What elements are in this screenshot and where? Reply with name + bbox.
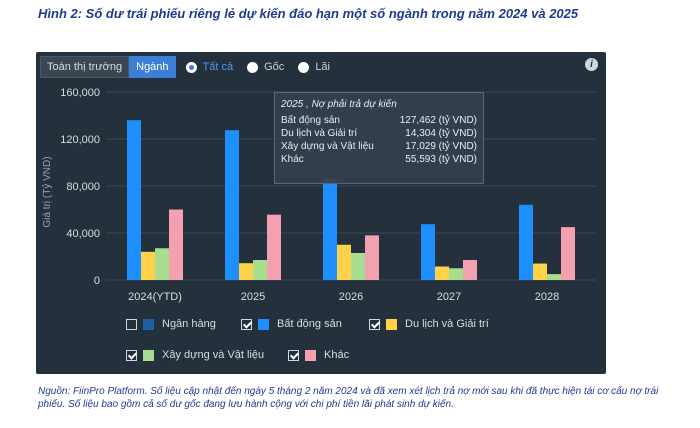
bar-khác [169, 209, 183, 280]
radio-principal-label: Gốc [264, 61, 285, 73]
bar-khác [267, 214, 281, 280]
legend-label: Ngân hàng [162, 318, 216, 330]
y-axis-label: Giá trị (Tỷ VND) [41, 156, 53, 227]
legend-label: Khác [324, 349, 350, 361]
bar-du-lịch-và-giải-trí [141, 251, 155, 280]
y-tick-label: 80,000 [66, 181, 100, 193]
x-tick-label: 2025 [241, 291, 265, 303]
radio-all-label: Tất cả [202, 61, 234, 73]
tooltip-row-value: 127,462 (tỷ VND) [399, 115, 477, 126]
bar-du-lịch-và-giải-trí [337, 244, 351, 280]
chart-panel: Toàn thị trường Ngành Tất cả Gốc Lãi i 0… [36, 52, 606, 374]
bar-bất-động-sản [225, 130, 239, 280]
bar-xây-dựng-và-vật-liệu [449, 268, 463, 280]
checkbox-icon [241, 318, 252, 330]
legend-swatch [386, 318, 397, 330]
radio-principal[interactable]: Gốc [247, 61, 284, 73]
legend-swatch [258, 318, 269, 330]
bar-xây-dựng-và-vật-liệu [155, 248, 169, 280]
tooltip-row-label: Xây dựng và Vật liệu [281, 141, 374, 152]
bar-xây-dựng-và-vật-liệu [253, 259, 267, 280]
tab-market[interactable]: Toàn thị trường [40, 56, 130, 78]
radio-interest-label: Lãi [315, 61, 330, 73]
bar-xây-dựng-và-vật-liệu [547, 274, 561, 280]
checkbox-icon [288, 349, 299, 361]
bar-bất-động-sản [519, 204, 533, 280]
checkbox-icon [126, 318, 137, 330]
checkbox-icon [126, 349, 137, 361]
radio-dot-icon [185, 61, 197, 73]
legend-label: Du lịch và Giải trí [405, 318, 489, 330]
legend-item-other[interactable]: Khác [288, 349, 349, 361]
bar-khác [365, 235, 379, 280]
tooltip: 2025 , Nợ phải trả dự kiến Bất động sản 1… [274, 92, 484, 184]
bar-khác [463, 260, 477, 280]
radio-all[interactable]: Tất cả [185, 61, 234, 73]
radio-interest[interactable]: Lãi [298, 61, 330, 73]
tooltip-row: Khác 55,593 (tỷ VND) [281, 153, 477, 166]
tooltip-row-label: Khác [281, 154, 304, 165]
x-tick-label: 2026 [339, 291, 363, 303]
bar-du-lịch-và-giải-trí [533, 263, 547, 280]
radio-dot-icon [247, 61, 259, 73]
tooltip-title: 2025 , Nợ phải trả dự kiến [281, 99, 397, 110]
y-tick-label: 0 [94, 275, 100, 287]
y-tick-label: 120,000 [60, 134, 100, 146]
checkbox-icon [369, 318, 380, 330]
tooltip-row-value: 14,304 (tỷ VND) [405, 128, 477, 139]
legend-label: Bất động sản [277, 318, 342, 330]
tooltip-row-value: 55,593 (tỷ VND) [405, 154, 477, 165]
legend-item-real-estate[interactable]: Bất động sản [241, 318, 342, 330]
bar-du-lịch-và-giải-trí [239, 263, 253, 280]
x-tick-label: 2028 [535, 291, 559, 303]
bar-bất-động-sản [127, 120, 141, 280]
tooltip-row: Xây dựng và Vật liệu 17,029 (tỷ VND) [281, 140, 477, 153]
radio-dot-icon [298, 61, 310, 73]
legend-swatch [305, 349, 316, 361]
info-icon[interactable]: i [585, 58, 598, 71]
bar-chart: 0 40,000 80,000 120,000 160,000 2024(YTD) 202… [41, 87, 596, 303]
legend-item-tourism[interactable]: Du lịch và Giải trí [369, 318, 489, 330]
bar-du-lịch-và-giải-trí [435, 266, 449, 280]
x-tick-label: 2024(YTD) [128, 291, 182, 303]
bar-bất-động-sản [421, 224, 435, 280]
y-tick-label: 160,000 [60, 87, 100, 99]
toolbar: Toàn thị trường Ngành Tất cả Gốc Lãi [40, 56, 330, 78]
bar-xây-dựng-và-vật-liệu [351, 252, 365, 280]
y-tick-label: 40,000 [66, 228, 100, 240]
legend-swatch [143, 349, 154, 361]
tooltip-row-label: Du lịch và Giải trí [281, 128, 358, 139]
tab-sector[interactable]: Ngành [129, 56, 176, 78]
legend-label: Xây dựng và Vật liệu [162, 349, 265, 361]
tooltip-row-value: 17,029 (tỷ VND) [405, 141, 477, 152]
source-note: Nguồn: FiinPro Platform. Số liệu cập nhậ… [38, 386, 659, 410]
legend-item-construction[interactable]: Xây dựng và Vật liệu [126, 349, 264, 361]
x-tick-label: 2027 [437, 291, 461, 303]
tooltip-row-label: Bất động sản [281, 115, 340, 126]
bar-khác [561, 227, 575, 280]
bar-bất-động-sản [323, 177, 337, 280]
tooltip-row: Bất động sản 127,462 (tỷ VND) [281, 114, 477, 127]
figure-title: Hình 2: Số dư trái phiếu riêng lẻ dự kiế… [38, 6, 579, 21]
tooltip-row: Du lịch và Giải trí 14,304 (tỷ VND) [281, 127, 477, 140]
legend-swatch [143, 318, 154, 330]
legend-item-banking[interactable]: Ngân hàng [126, 318, 216, 330]
